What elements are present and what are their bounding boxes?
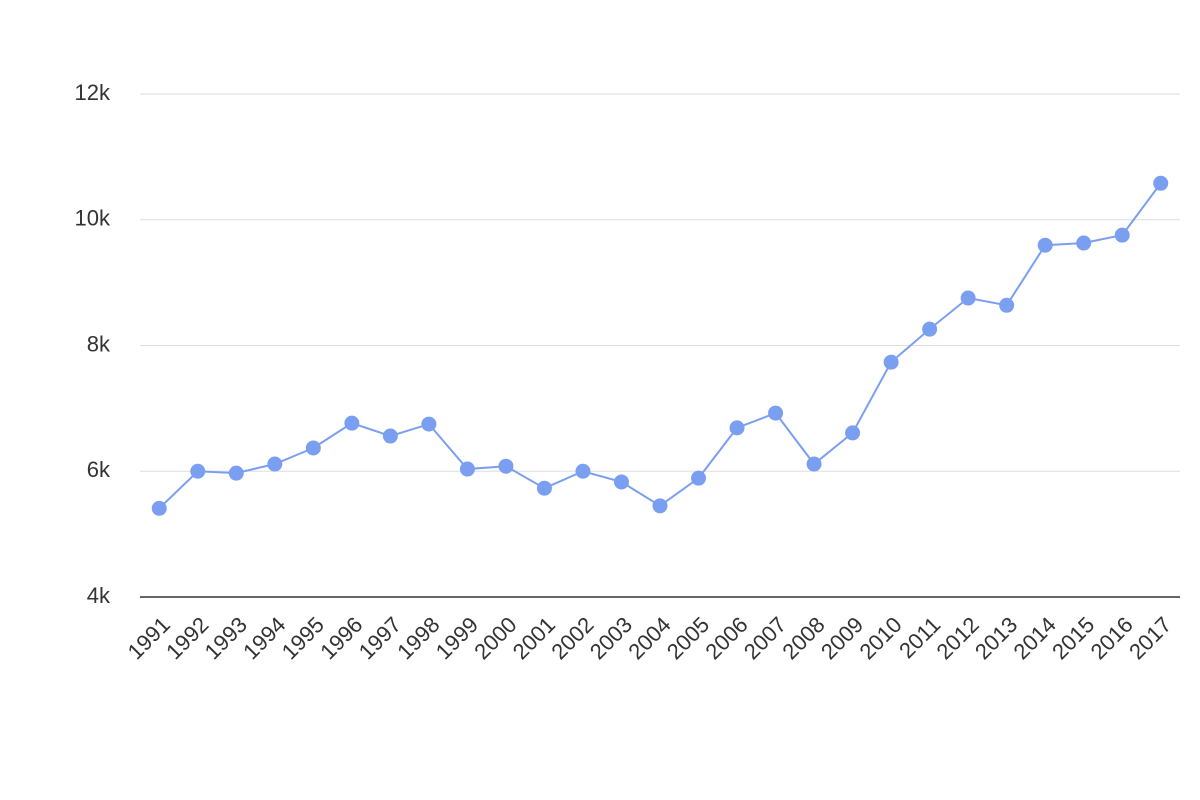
point <box>1076 235 1092 251</box>
point <box>498 458 514 474</box>
point <box>999 297 1015 313</box>
point <box>613 474 629 490</box>
point <box>305 440 321 456</box>
point <box>459 461 475 477</box>
point <box>190 463 206 479</box>
y-tick-label: 8k <box>87 331 111 356</box>
point <box>1037 237 1053 253</box>
point <box>960 290 976 306</box>
point <box>691 470 707 486</box>
point <box>1114 227 1130 243</box>
point <box>883 354 899 370</box>
point <box>652 498 668 514</box>
point <box>344 415 360 431</box>
point <box>382 428 398 444</box>
point <box>536 480 552 496</box>
y-tick-label: 10k <box>75 206 111 231</box>
point <box>267 456 283 472</box>
point <box>922 321 938 337</box>
y-tick-label: 4k <box>87 583 111 608</box>
point <box>228 465 244 481</box>
point <box>768 405 784 421</box>
point <box>151 500 167 516</box>
point <box>806 456 822 472</box>
point <box>729 420 745 436</box>
y-tick-label: 6k <box>87 457 111 482</box>
point <box>1153 175 1169 191</box>
point <box>845 425 861 441</box>
point <box>421 416 437 432</box>
y-tick-label: 12k <box>75 80 111 105</box>
point <box>575 463 591 479</box>
